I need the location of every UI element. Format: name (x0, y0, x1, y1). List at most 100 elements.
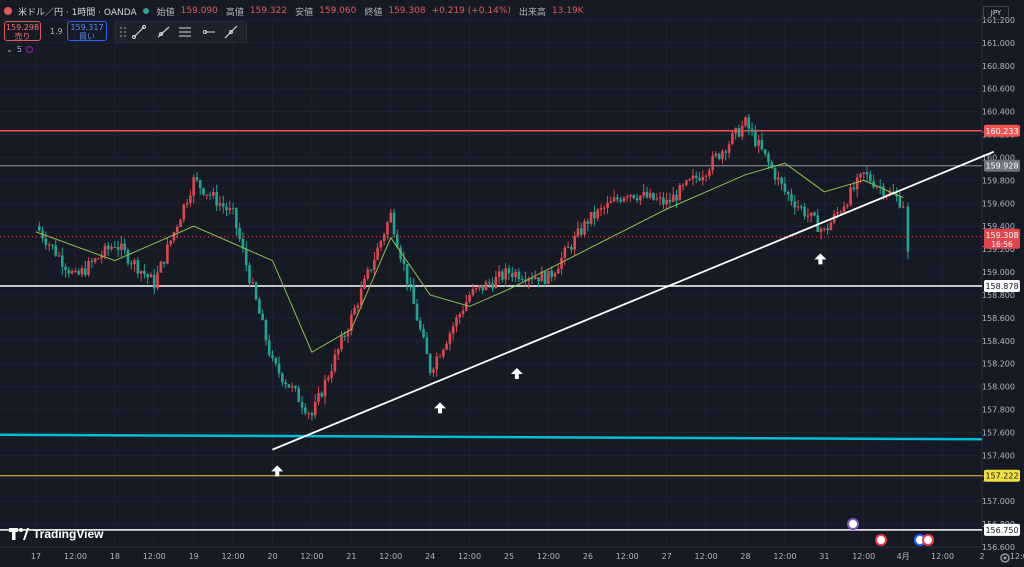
volume-label: 出来高 (518, 7, 546, 18)
sell-button[interactable]: 159.298 売り (4, 21, 41, 41)
candle (573, 236, 576, 250)
candle (629, 195, 632, 197)
candle (796, 206, 800, 208)
candle (494, 276, 498, 289)
candle (235, 208, 238, 228)
candle (195, 177, 199, 181)
x-tick-label: 31 (819, 552, 829, 561)
candle (313, 401, 317, 416)
gear-icon[interactable] (999, 552, 1011, 564)
price-axis-label: 160.233 (985, 127, 1018, 136)
candle (655, 198, 659, 200)
candle (862, 172, 866, 174)
drag-handle-icon[interactable] (119, 25, 133, 39)
x-tick-label: 17 (31, 552, 41, 561)
x-tick-label: 4月 (897, 552, 910, 561)
trend-line[interactable] (272, 150, 995, 451)
candle (806, 215, 810, 217)
horizontal-ray-tool-icon[interactable] (202, 25, 216, 39)
chevron-down-icon[interactable]: ⌄ (6, 45, 13, 54)
event-marker-icon[interactable] (875, 534, 887, 546)
x-tick-label: 26 (583, 552, 593, 561)
candle (438, 356, 442, 358)
candle (261, 313, 264, 321)
candle (241, 238, 245, 249)
candle (625, 196, 629, 198)
candle (129, 263, 133, 265)
candle (287, 384, 291, 388)
candle (435, 356, 439, 370)
candle (882, 186, 885, 196)
candle (717, 153, 721, 159)
candle (422, 328, 425, 338)
candle (146, 274, 149, 278)
candle (744, 117, 747, 126)
candle (152, 274, 156, 289)
candle (602, 207, 606, 209)
candle (698, 177, 701, 181)
candle (658, 197, 662, 199)
candle (67, 270, 71, 274)
candle (777, 177, 780, 180)
candle (432, 369, 435, 373)
trend-line-tool-icon[interactable] (132, 25, 146, 39)
x-tick-label: 24 (425, 552, 435, 561)
x-tick-label: 12:00 (64, 552, 87, 561)
candle (44, 238, 48, 245)
candle (110, 246, 113, 250)
candle (510, 273, 514, 278)
y-tick-label: 157.600 (982, 428, 1015, 437)
candle (37, 226, 41, 231)
candle (264, 320, 268, 341)
candle (231, 207, 235, 209)
candle (665, 199, 668, 205)
buy-button[interactable]: 159.317 買い (67, 21, 107, 41)
candle (803, 206, 806, 217)
candle (353, 307, 356, 315)
symbol-title[interactable]: 米ドル／円 · 1時間 · OANDA (18, 7, 137, 18)
ray-tool-icon[interactable] (156, 25, 170, 39)
candle (162, 261, 166, 264)
candle (74, 271, 77, 273)
y-tick-label: 157.000 (982, 497, 1015, 506)
x-tick-label: 12:00 (773, 552, 796, 561)
x-tick-label: 28 (740, 552, 750, 561)
up-arrow-icon (510, 367, 523, 379)
support-line[interactable] (0, 433, 983, 441)
candle (208, 194, 212, 196)
indicator-legend[interactable]: ⌄ 5 (6, 45, 33, 54)
candle (415, 304, 419, 321)
candle (593, 211, 596, 219)
candle (139, 270, 143, 274)
candle (359, 288, 363, 306)
candle (859, 173, 862, 178)
candle (468, 295, 471, 302)
extended-line-tool-icon[interactable] (224, 25, 238, 39)
parallel-lines-tool-icon[interactable] (178, 25, 192, 39)
price-axis-label: 156.750 (985, 526, 1018, 535)
candle (790, 194, 793, 202)
candle (491, 283, 494, 289)
moving-average-line[interactable] (35, 162, 904, 353)
event-marker-icon[interactable] (922, 534, 934, 546)
candle (671, 194, 675, 202)
candle (97, 258, 100, 260)
currency-button[interactable]: JPY (983, 6, 1009, 20)
candle (228, 207, 232, 211)
price-axis-label-bg (984, 159, 1020, 172)
x-tick-label: 2 (979, 552, 984, 561)
candle (179, 219, 182, 228)
open-value: 159.090 (180, 6, 218, 16)
candle (396, 234, 399, 248)
low-value: 159.060 (319, 6, 357, 16)
flag-icon (4, 7, 12, 15)
candle (51, 244, 54, 246)
last-price-tag (984, 228, 1020, 249)
tradingview-logo-icon (9, 528, 29, 540)
candle (366, 269, 370, 279)
candle (327, 377, 330, 380)
event-marker-icon[interactable] (847, 518, 859, 530)
candle (461, 310, 465, 315)
candle (251, 282, 255, 284)
